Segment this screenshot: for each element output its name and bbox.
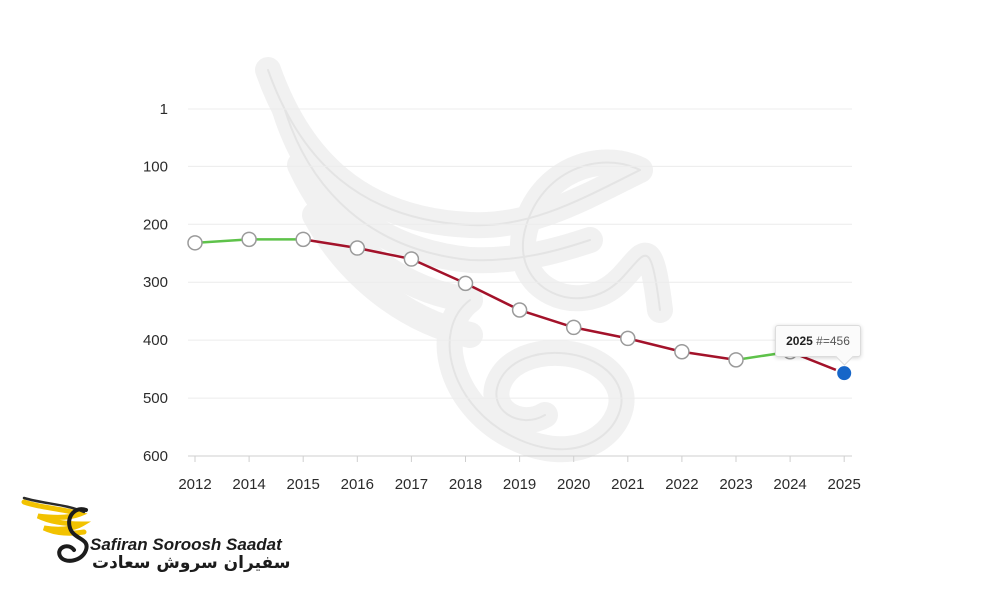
series-segment <box>356 246 413 261</box>
x-tick-label: 2023 <box>719 476 752 493</box>
series-points <box>187 231 854 383</box>
series-segment <box>193 238 251 245</box>
y-tick-label: 300 <box>143 274 168 291</box>
data-point[interactable] <box>349 240 366 256</box>
series-segment <box>301 238 359 250</box>
data-point[interactable] <box>241 231 257 248</box>
x-tick-label: 2014 <box>232 476 265 493</box>
data-point[interactable] <box>457 275 474 292</box>
data-point[interactable] <box>511 302 528 318</box>
x-axis: 2012 2014 2015 2016 2017 2018 2019 2020 2021 2022… <box>178 456 861 493</box>
x-tick-label: 2017 <box>395 476 428 493</box>
y-tick-label: 500 <box>143 390 168 407</box>
y-tick-label: 1 <box>160 101 168 118</box>
x-tick-label: 2019 <box>503 476 536 493</box>
series-segment <box>626 337 684 353</box>
y-tick-label: 600 <box>143 448 168 465</box>
golden-wing-logo-icon <box>21 496 92 563</box>
y-tick-label: 200 <box>143 216 168 233</box>
series-segment <box>518 308 575 329</box>
data-point[interactable] <box>674 343 690 360</box>
data-point[interactable] <box>187 235 203 251</box>
x-tick-label: 2022 <box>665 476 698 493</box>
x-tick-label: 2018 <box>449 476 482 493</box>
tooltip-label: 2025 <box>786 334 813 348</box>
x-tick-label: 2012 <box>178 476 211 493</box>
brand-name-en: Safiran Soroosh Saadat <box>90 535 282 554</box>
series-segment <box>572 326 630 340</box>
x-tick-label: 2024 <box>773 476 806 493</box>
series-segment <box>410 257 467 285</box>
data-point[interactable] <box>565 319 582 336</box>
series-segment <box>680 350 738 362</box>
swan-wing-logo-icon <box>255 57 673 463</box>
data-point[interactable] <box>403 251 420 267</box>
data-point[interactable] <box>728 352 744 368</box>
brand-name-fa: سفیران سروش سعادت <box>92 553 291 573</box>
grid-lines <box>188 108 852 457</box>
series-segment <box>464 282 521 312</box>
point-tooltip: 2025 #=456 <box>775 325 861 357</box>
data-point[interactable] <box>620 330 636 347</box>
x-tick-label: 2025 <box>828 476 861 493</box>
data-point[interactable] <box>295 231 311 248</box>
highlighted-data-point[interactable] <box>835 364 854 383</box>
y-tick-label: 100 <box>143 158 168 175</box>
x-tick-label: 2015 <box>287 476 320 493</box>
x-tick-label: 2021 <box>611 476 644 493</box>
tooltip-value: #=456 <box>816 334 850 348</box>
x-tick-label: 2020 <box>557 476 590 493</box>
y-tick-label: 400 <box>143 332 168 349</box>
y-axis: 1 100 200 300 400 500 600 <box>143 101 168 465</box>
x-tick-label: 2016 <box>341 476 374 493</box>
